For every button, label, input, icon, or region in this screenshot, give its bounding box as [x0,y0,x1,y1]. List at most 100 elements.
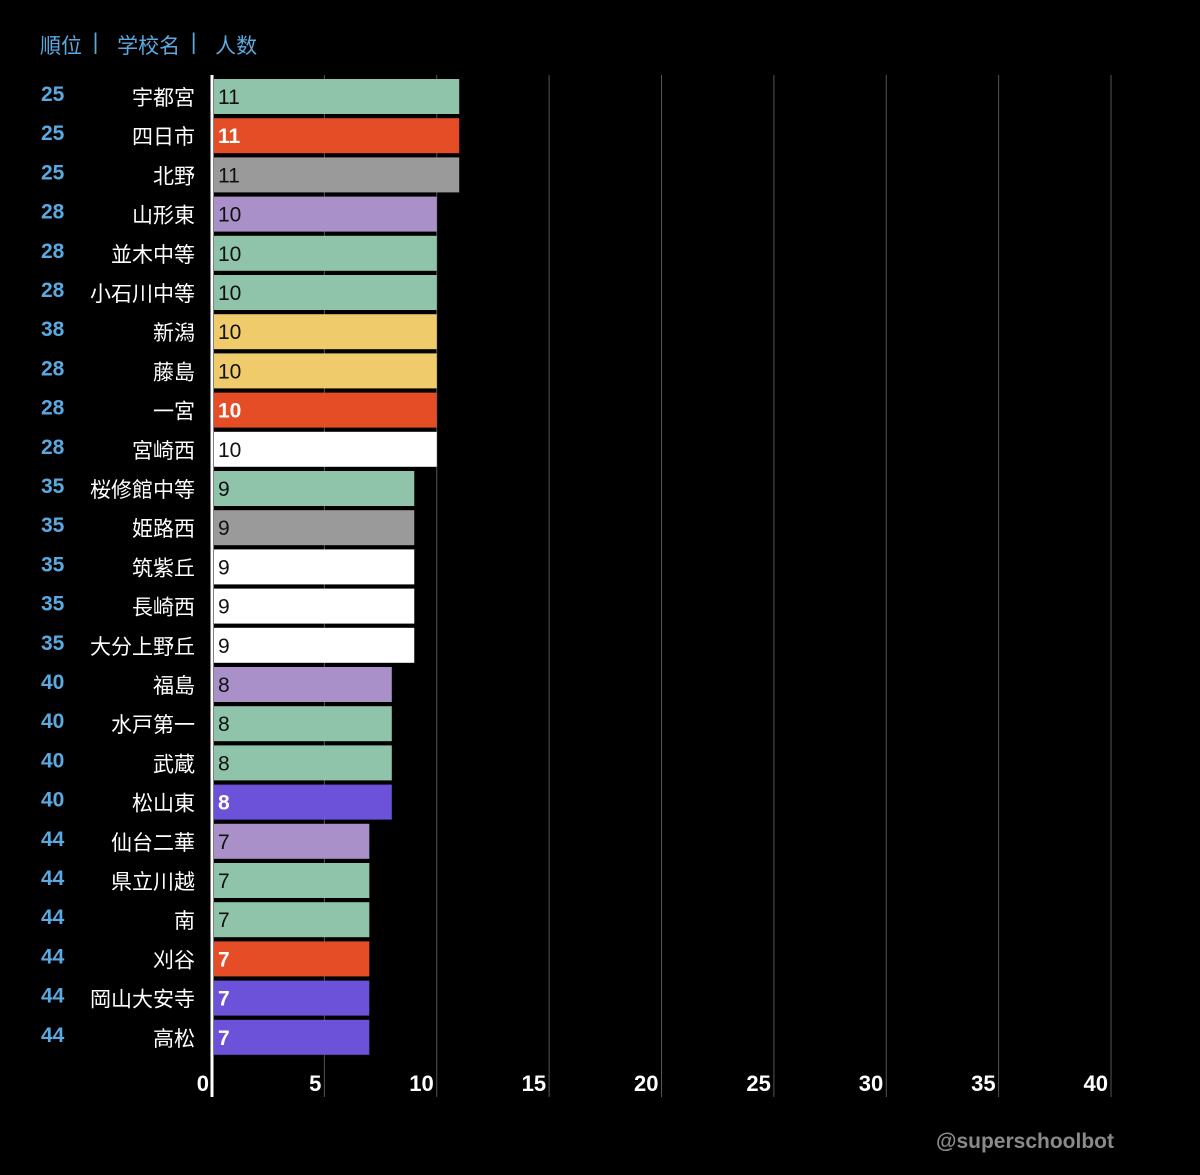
school-name-label: 南 [174,909,195,933]
bar [214,275,437,310]
watermark: @superschoolbot [936,1130,1114,1153]
rank-label: 35 [41,632,65,655]
bar [214,549,415,585]
bar-value-label: 8 [218,674,230,697]
bar [214,745,392,781]
bar-value-label: 10 [218,282,241,305]
school-name-label: 宇都宮 [132,86,195,110]
school-name-label: 桜修館中等 [90,478,195,502]
bar [214,471,415,506]
rank-label: 44 [41,867,65,890]
school-name-label: 小石川中等 [90,282,195,306]
rank-label: 44 [41,1024,65,1047]
bar [214,196,437,232]
bar-value-label: 8 [218,713,230,736]
bar-value-label: 7 [218,909,230,932]
school-name-label: 大分上野丘 [90,635,195,659]
school-name-label: 筑紫丘 [132,556,195,580]
bar [214,823,370,859]
school-name-label: 武蔵 [153,752,195,776]
bar-value-label: 8 [218,752,230,775]
bar [214,784,392,820]
bar [214,863,370,898]
rank-label: 28 [41,279,65,302]
bar [214,667,392,702]
bar [214,392,437,428]
bar-value-label: 7 [218,948,230,971]
school-header: 学校名 [117,34,181,58]
x-tick-label: 25 [746,1071,770,1096]
rank-label: 25 [41,83,65,106]
school-name-label: 四日市 [132,125,195,149]
bar [214,902,370,938]
bar-value-label: 7 [218,1027,230,1050]
rank-label: 40 [41,749,64,772]
bar-value-label: 9 [218,478,230,501]
school-name-label: 山形東 [132,204,195,228]
bar [214,235,437,271]
x-tick-label: 15 [522,1071,546,1096]
school-name-label: 新潟 [153,321,195,345]
school-name-label: 並木中等 [111,243,195,267]
column-header: 順位 | 学校名 | 人数 [40,30,257,60]
rank-label: 40 [41,789,64,812]
x-tick-label: 30 [859,1071,883,1096]
bar-value-label: 10 [218,400,241,423]
school-name-label: 福島 [153,674,195,698]
rank-label: 28 [41,240,65,263]
school-name-label: 宮崎西 [132,439,195,463]
rank-label: 44 [41,985,65,1008]
bar-value-label: 7 [218,870,230,893]
rank-label: 28 [41,357,65,380]
bar [214,627,415,663]
header-separator: | [92,30,100,54]
header-separator: | [190,30,198,54]
bar [214,431,437,467]
bar-value-label: 10 [218,243,241,266]
bar [214,118,460,154]
x-tick-label: 40 [1084,1071,1108,1096]
bar-value-label: 8 [218,792,230,815]
bar-value-label: 10 [218,360,241,383]
bar-value-label: 10 [218,321,241,344]
bar [214,353,437,389]
bar [214,941,370,977]
school-name-label: 仙台二華 [111,831,195,855]
school-name-label: 藤島 [153,360,195,384]
rank-label: 35 [41,553,65,576]
rank-label: 35 [41,514,65,537]
bar-value-label: 10 [218,204,241,227]
bar-value-label: 10 [218,439,241,462]
school-name-label: 松山東 [132,792,195,816]
bar [214,1019,370,1055]
rank-header: 順位 [40,34,82,58]
rank-label: 25 [41,161,65,184]
school-name-label: 県立川越 [111,870,195,894]
school-name-label: 長崎西 [132,596,195,620]
bar [214,980,370,1016]
rank-label: 28 [41,397,65,420]
bar-value-label: 11 [218,86,240,109]
bar-value-label: 9 [218,517,230,540]
x-tick-label: 35 [971,1071,995,1096]
bar-value-label: 7 [218,831,230,854]
rank-label: 40 [41,710,64,733]
bar-value-label: 11 [218,125,241,148]
bar [214,588,415,624]
bar [214,706,392,742]
bar [214,314,437,350]
x-tick-label: 0 [197,1071,209,1096]
bar-value-label: 9 [218,596,230,619]
bar [214,510,415,546]
x-tick-label: 10 [409,1071,433,1096]
x-tick-label: 20 [634,1071,658,1096]
bar-value-label: 9 [218,556,230,579]
rank-label: 28 [41,436,65,459]
rank-label: 40 [41,671,64,694]
count-header: 人数 [215,34,258,58]
bar [214,157,460,193]
bar-value-label: 7 [218,988,230,1011]
rank-label: 38 [41,318,65,341]
school-name-label: 岡山大安寺 [90,988,195,1012]
